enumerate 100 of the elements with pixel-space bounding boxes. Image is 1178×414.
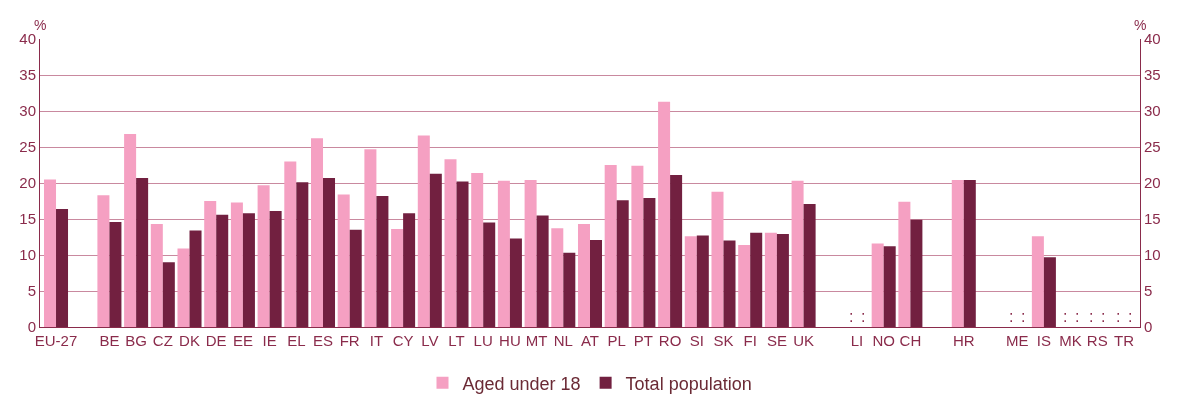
y2-tick-label: 0 <box>1144 318 1153 336</box>
x-tick-label: BE <box>99 332 120 349</box>
x-tick-label: FR <box>339 332 360 349</box>
y-tick-label: 25 <box>19 138 36 156</box>
x-tick-label: PT <box>633 332 653 349</box>
bar <box>883 246 896 327</box>
x-tick-label: TR <box>1113 332 1135 349</box>
x-tick-label: LT <box>448 332 465 349</box>
y-tick-label: 10 <box>19 246 36 264</box>
bar <box>189 230 202 327</box>
y2-tick-label: 10 <box>1144 246 1161 264</box>
bar <box>150 224 163 327</box>
x-tick-label: RO <box>658 332 682 349</box>
y2-tick-label: 20 <box>1144 174 1161 192</box>
x-tick-label: CY <box>392 332 414 349</box>
x-tick-label: LU <box>473 332 493 349</box>
text: : <box>849 308 854 325</box>
bar <box>257 185 270 327</box>
bar <box>124 134 137 327</box>
bar <box>696 235 709 327</box>
x-tick-label: MK <box>1059 332 1082 349</box>
y2-axis-title: % <box>1134 17 1147 33</box>
x-tick-label: CH <box>899 332 922 349</box>
bar <box>1043 257 1056 327</box>
legend-label: Aged under 18 <box>462 373 581 394</box>
y2-tick-label: 15 <box>1144 210 1161 228</box>
bar <box>910 219 923 327</box>
x-tick-label: LI <box>850 332 864 349</box>
x-tick-label: IE <box>262 332 277 349</box>
bar <box>963 180 976 327</box>
bar <box>136 177 149 327</box>
y-tick-label: 20 <box>19 174 36 192</box>
x-tick-label: NL <box>553 332 573 349</box>
bar <box>871 243 884 327</box>
bar <box>97 195 110 327</box>
bar <box>738 244 751 327</box>
x-tick-label: SI <box>689 332 704 349</box>
text: : <box>1101 308 1106 325</box>
bar <box>376 195 389 327</box>
bar <box>56 208 69 327</box>
bar <box>750 232 763 327</box>
bar <box>670 175 683 327</box>
bar <box>604 165 617 327</box>
x-tick-label: DK <box>179 332 200 349</box>
y2-tick-label: 40 <box>1144 30 1161 48</box>
text: : <box>1021 308 1026 325</box>
x-tick-label: AT <box>580 332 600 349</box>
y-axis-title: % <box>34 17 47 33</box>
bar <box>898 201 911 327</box>
legend-label: Total population <box>625 373 752 394</box>
y-tick-label: 15 <box>19 210 36 228</box>
bar <box>551 228 564 327</box>
text: : <box>1116 308 1121 325</box>
bar <box>242 213 255 327</box>
bar <box>497 180 510 327</box>
bar <box>483 222 496 327</box>
bar <box>577 224 590 327</box>
x-tick-label: ES <box>313 332 334 349</box>
bar <box>658 101 671 327</box>
bar <box>563 252 576 327</box>
x-tick-label: EL <box>287 332 306 349</box>
bar <box>323 177 336 327</box>
x-tick-label: IS <box>1036 332 1051 349</box>
y-tick-label: 5 <box>27 282 36 300</box>
text: : <box>1089 308 1094 325</box>
bar <box>337 194 350 327</box>
x-tick-label: PL <box>607 332 626 349</box>
x-tick-label: ME <box>1005 332 1029 349</box>
y2-tick-label: 35 <box>1144 66 1161 84</box>
y-tick-label: 0 <box>27 318 36 336</box>
bar <box>684 236 697 327</box>
bar <box>403 213 416 327</box>
bar <box>349 229 362 327</box>
bar <box>509 238 522 327</box>
x-tick-label: BG <box>125 332 147 349</box>
x-tick-label: CZ <box>152 332 173 349</box>
x-tick-label: LV <box>421 332 439 349</box>
bar <box>524 180 537 327</box>
bar <box>204 201 217 327</box>
bar <box>631 165 644 327</box>
bar <box>177 248 190 327</box>
x-tick-label: EU-27 <box>34 332 78 349</box>
bar <box>429 173 442 327</box>
x-tick-label: RS <box>1086 332 1108 349</box>
bar <box>803 203 816 327</box>
y2-tick-label: 25 <box>1144 138 1161 156</box>
bar <box>216 214 229 327</box>
bar <box>616 200 629 327</box>
x-tick-label: IT <box>369 332 384 349</box>
x-tick-label: NO <box>872 332 895 349</box>
bar <box>364 149 377 327</box>
y-tick-label: 35 <box>19 66 36 84</box>
x-tick-label: FI <box>743 332 757 349</box>
y-tick-label: 40 <box>19 30 36 48</box>
bar <box>711 191 724 327</box>
bar <box>471 172 484 327</box>
bar <box>1031 236 1044 327</box>
x-tick-label: SE <box>766 332 787 349</box>
text: : <box>1128 308 1133 325</box>
y2-tick-label: 5 <box>1144 282 1153 300</box>
